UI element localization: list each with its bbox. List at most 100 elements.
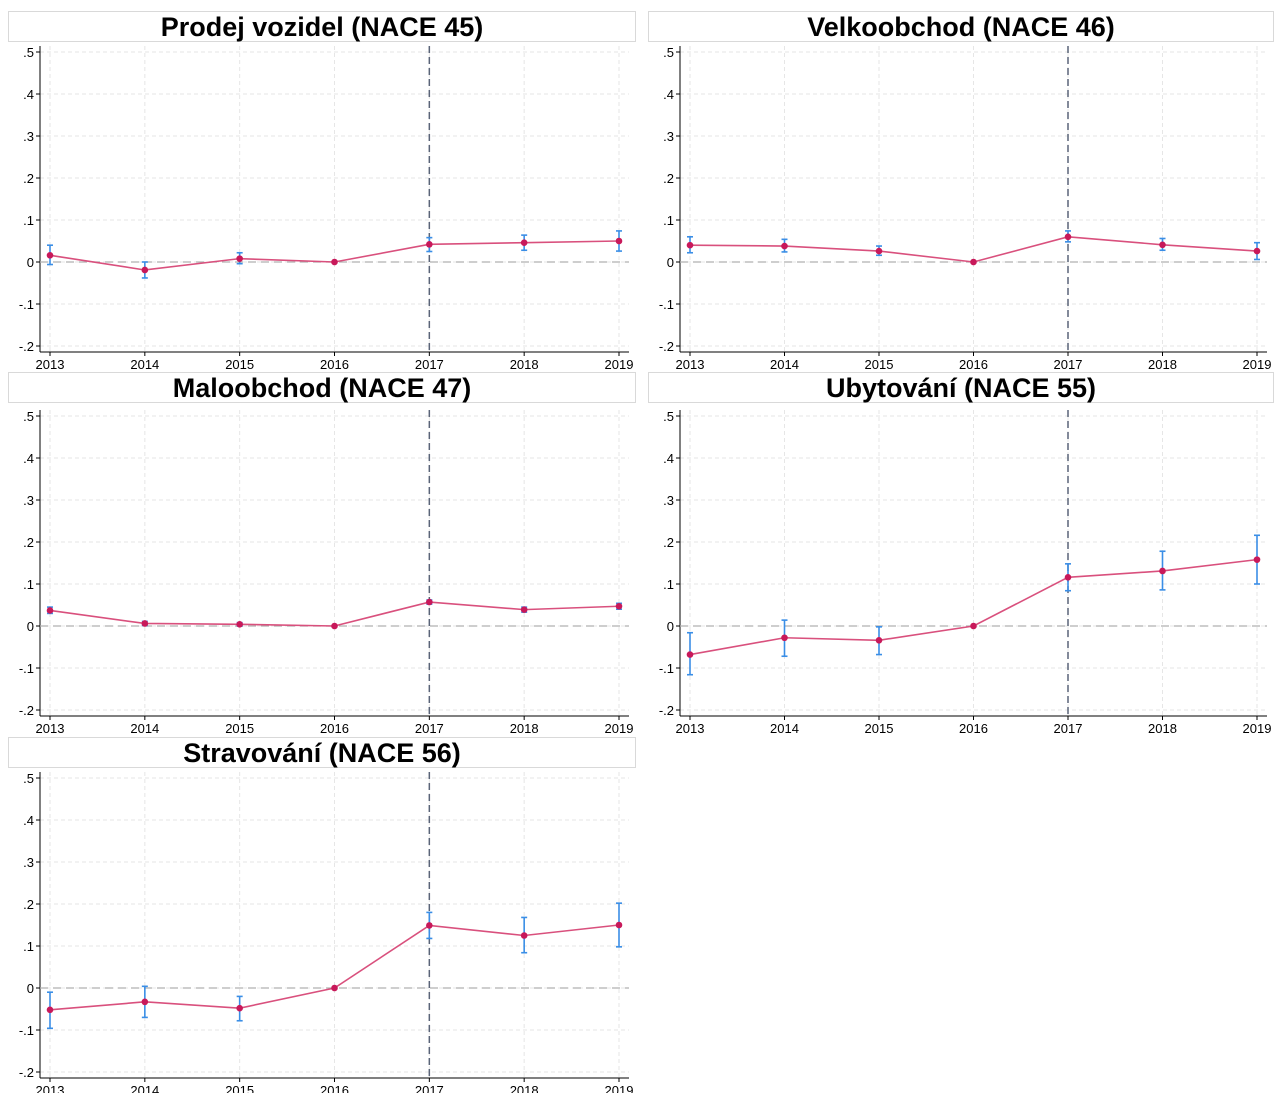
y-tick-label: .4 — [23, 813, 34, 828]
chart-plot: -.2 -.1 0 .1 .2 .3 .4 .5 2013 2014 2015 2016 2017 201… — [19, 771, 634, 1093]
data-point — [141, 266, 149, 274]
x-tick-label: 2013 — [36, 357, 65, 372]
data-point — [520, 606, 528, 613]
x-tick-label: 2013 — [676, 357, 705, 372]
chart-plot: -.2 -.1 0 .1 .2 .3 .4 .5 2013 2014 2015 2016 2017 201… — [659, 409, 1272, 736]
x-tick-label: 2016 — [320, 1083, 349, 1093]
x-tick-label: 2019 — [605, 721, 634, 736]
x-tick-label: 2014 — [770, 357, 799, 372]
x-tick-label: 2017 — [415, 357, 444, 372]
data-point — [875, 247, 883, 255]
chart-panel-nace-46: Velkoobchod (NACE 46) -.2 -.1 0 .1 .2 .3 .4 .5 2… — [640, 0, 1274, 372]
y-tick-label: .3 — [23, 855, 34, 870]
data-point — [615, 237, 623, 245]
data-point — [46, 251, 54, 259]
y-tick-label: .1 — [23, 213, 34, 228]
y-tick-label: .1 — [23, 577, 34, 592]
y-tick-label: .1 — [23, 939, 34, 954]
x-tick-label: 2015 — [865, 721, 894, 736]
data-point — [875, 636, 883, 644]
y-tick-label: -.1 — [19, 297, 34, 312]
x-tick-label: 2015 — [225, 721, 254, 736]
x-tick-label: 2019 — [605, 357, 634, 372]
data-point — [1159, 567, 1166, 575]
data-point — [1064, 573, 1072, 581]
chart-plot: -.2 -.1 0 .1 .2 .3 .4 .5 2013 2014 2015 2016 2017 201… — [19, 409, 634, 736]
x-tick-label: 2019 — [1243, 721, 1272, 736]
y-tick-label: 0 — [667, 619, 674, 634]
x-tick-label: 2015 — [225, 357, 254, 372]
y-tick-label: .3 — [23, 493, 34, 508]
y-tick-label: 0 — [27, 255, 34, 270]
data-point — [615, 921, 623, 929]
data-point — [236, 621, 243, 628]
x-tick-label: 2017 — [415, 721, 444, 736]
y-tick-label: -.2 — [19, 339, 34, 354]
y-tick-label: .2 — [23, 171, 34, 186]
x-tick-label: 2014 — [130, 721, 159, 736]
data-point — [141, 620, 149, 627]
data-point — [1159, 241, 1166, 249]
x-tick-label: 2016 — [320, 357, 349, 372]
x-tick-label: 2013 — [36, 721, 65, 736]
data-point — [520, 932, 528, 939]
x-tick-label: 2016 — [959, 357, 988, 372]
y-tick-label: .4 — [23, 87, 34, 102]
x-tick-label: 2018 — [510, 1083, 539, 1093]
data-point — [426, 922, 433, 929]
y-tick-label: .1 — [663, 577, 674, 592]
y-tick-label: 0 — [667, 255, 674, 270]
y-tick-label: .5 — [663, 45, 674, 60]
data-point — [141, 998, 149, 1006]
data-point — [236, 1004, 243, 1012]
data-point — [46, 1006, 54, 1014]
data-point — [970, 258, 977, 266]
x-tick-label: 2018 — [1148, 721, 1177, 736]
chart-panel-nace-56: Stravování (NACE 56) -.2 -.1 0 .1 .2 .3 .4 .5 20… — [0, 734, 640, 1093]
chart-panel-nace-47: Maloobchod (NACE 47) -.2 -.1 0 .1 .2 .3 .4 .5 20… — [0, 368, 640, 738]
y-tick-label: -.1 — [19, 1023, 34, 1038]
chart-title: Prodej vozidel (NACE 45) — [8, 11, 636, 42]
data-point — [236, 255, 243, 262]
x-tick-label: 2016 — [959, 721, 988, 736]
chart-title: Maloobchod (NACE 47) — [8, 372, 636, 403]
chart-plot: -.2 -.1 0 .1 .2 .3 .4 .5 2013 2014 2015 2016 2017 201… — [659, 45, 1272, 372]
data-point — [1253, 556, 1261, 563]
y-tick-label: -.2 — [659, 703, 674, 718]
data-point — [426, 598, 433, 606]
y-tick-label: .5 — [663, 409, 674, 424]
y-tick-label: .4 — [663, 87, 674, 102]
y-tick-label: .5 — [23, 45, 34, 60]
y-tick-label: .2 — [663, 171, 674, 186]
x-tick-label: 2018 — [510, 357, 539, 372]
x-tick-label: 2014 — [770, 721, 799, 736]
y-tick-label: -.1 — [659, 661, 674, 676]
x-tick-label: 2017 — [415, 1083, 444, 1093]
data-point — [331, 258, 338, 266]
data-point — [520, 239, 528, 246]
data-point — [686, 651, 694, 658]
y-tick-label: .2 — [23, 535, 34, 550]
y-tick-label: -.2 — [19, 1065, 34, 1080]
x-tick-label: 2016 — [320, 721, 349, 736]
y-tick-label: -.1 — [19, 661, 34, 676]
data-point — [1253, 247, 1261, 255]
y-tick-label: .4 — [663, 451, 674, 466]
data-point — [331, 622, 338, 630]
data-point — [1064, 233, 1072, 241]
y-tick-label: .3 — [663, 493, 674, 508]
y-tick-label: .5 — [23, 771, 34, 786]
data-point — [970, 622, 977, 630]
x-tick-label: 2019 — [1243, 357, 1272, 372]
y-tick-label: 0 — [27, 981, 34, 996]
data-point — [781, 242, 788, 250]
y-tick-label: -.1 — [659, 297, 674, 312]
chart-title: Velkoobchod (NACE 46) — [648, 11, 1274, 42]
y-tick-label: .1 — [663, 213, 674, 228]
y-tick-label: .3 — [663, 129, 674, 144]
y-tick-label: 0 — [27, 619, 34, 634]
data-point — [686, 241, 694, 249]
x-tick-label: 2013 — [676, 721, 705, 736]
chart-title: Stravování (NACE 56) — [8, 737, 636, 768]
x-tick-label: 2015 — [865, 357, 894, 372]
